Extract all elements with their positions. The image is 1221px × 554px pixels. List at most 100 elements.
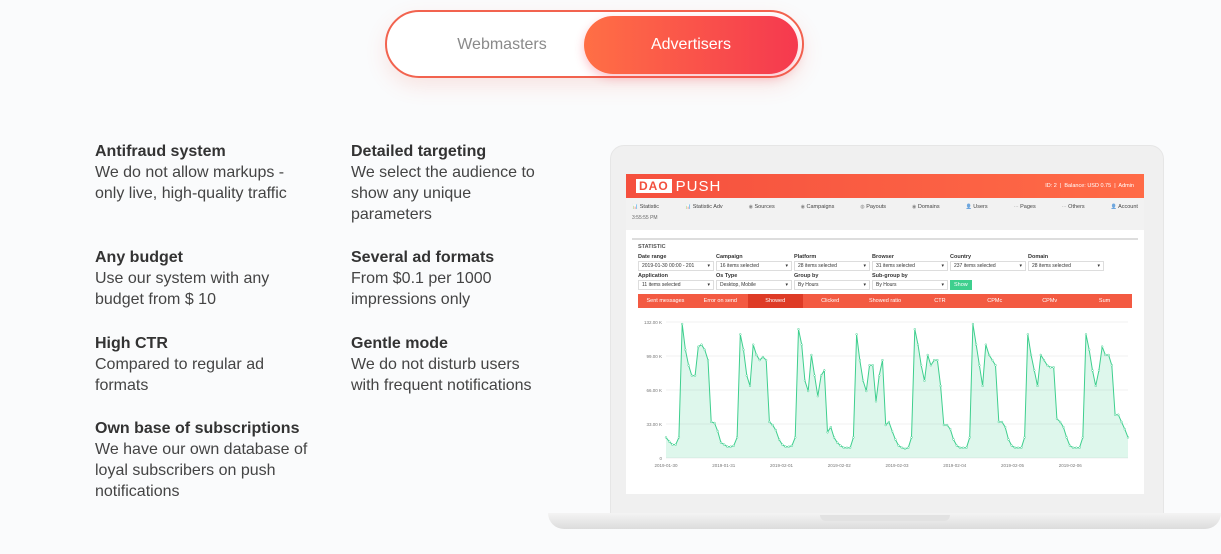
nav-item-statistic-adv[interactable]: 📊 Statistic Adv [685, 204, 723, 210]
metric-tab-showed-ratio[interactable]: Showed ratio [868, 298, 902, 304]
filter-select[interactable]: By Hours ▾ [872, 280, 948, 290]
data-point [703, 348, 706, 351]
filter-select[interactable]: 16 items selected ▾ [716, 261, 792, 271]
panel-title: STATISTIC [638, 244, 666, 250]
data-point [929, 364, 933, 367]
metric-tab-error-on-send[interactable]: Error on send [703, 298, 737, 304]
nav-label: Statistic [639, 204, 660, 210]
data-point [861, 379, 865, 382]
data-point [949, 428, 952, 431]
data-point [939, 384, 942, 388]
feature-gentle: Gentle mode We do not disturb users with … [351, 333, 581, 396]
data-point [816, 395, 819, 398]
data-point [968, 436, 971, 439]
y-tick-label: 99.00 K [646, 354, 662, 359]
filter-value: 237 items selected [954, 263, 996, 269]
main-nav: 📊 Statistic 📊 Statistic Adv ◉ Sources ◉ Cam… [626, 198, 1144, 230]
nav-item-account[interactable]: 👤 Account [1111, 204, 1138, 210]
filter-select[interactable]: 28 items selected ▾ [1028, 261, 1104, 271]
advertisers-tab[interactable]: Advertisers [584, 16, 798, 74]
webmasters-tab[interactable]: Webmasters [457, 36, 547, 53]
nav-item-users[interactable]: 👤 Users [966, 204, 988, 210]
logo: DAO PUSH [636, 178, 721, 195]
data-point [726, 445, 729, 448]
filter-select[interactable]: 31 items selected ▾ [872, 261, 948, 271]
data-point [1084, 333, 1088, 336]
filter-select[interactable]: 28 items selected ▾ [794, 261, 870, 271]
metric-tab-cpmv[interactable]: CPMv [1042, 298, 1058, 304]
feature-title: Own base of subscriptions [95, 420, 300, 437]
data-point [748, 384, 752, 388]
laptop-notch [820, 515, 950, 521]
filter-select[interactable]: 237 items selected ▾ [950, 261, 1026, 271]
data-point [742, 348, 745, 351]
metric-tab-clicked[interactable]: Clicked [821, 298, 840, 304]
data-point [894, 438, 897, 441]
nav-item-payouts[interactable]: ◍ Payouts [860, 204, 886, 210]
data-point [1036, 384, 1039, 388]
data-point [1120, 420, 1123, 424]
filter-campaign: Campaign 16 items selected ▾ [716, 254, 792, 271]
feature-text: We select the audience to show any uniqu… [351, 164, 535, 223]
data-point [1117, 413, 1120, 416]
data-point [997, 420, 1000, 424]
filter-select[interactable]: 2019-01-30 00:00 - 201 ▾ [638, 261, 714, 271]
caret-down-icon: ▾ [941, 263, 944, 269]
feature-title: Several ad formats [351, 249, 495, 266]
filter-label: Browser [872, 254, 895, 260]
nav-item-pages[interactable]: ⋯ Pages [1014, 204, 1036, 210]
data-point [910, 436, 913, 439]
data-point [868, 364, 871, 367]
metric-tab-cpmc[interactable]: CPMc [987, 298, 1003, 304]
x-tick-label: 2019-02-05 [1001, 463, 1025, 468]
caret-down-icon: ▾ [707, 282, 710, 288]
filter-platform: Platform 28 items selected ▾ [794, 254, 870, 271]
show-button[interactable]: Show [950, 280, 972, 290]
nav-label: Statistic Adv [692, 204, 723, 210]
filter-value: 16 items selected [720, 263, 759, 269]
nav-icon: 👤 [965, 204, 972, 210]
feature-ctr: High CTR Compared to regular ad formats [95, 333, 325, 396]
filter-select[interactable]: By Hours ▾ [794, 280, 870, 290]
metric-tab-sum[interactable]: Sum [1098, 298, 1111, 304]
data-point [945, 423, 949, 427]
data-point [955, 444, 958, 447]
nav-label: Pages [1020, 204, 1036, 210]
feature-formats: Several ad formats From $0.1 per 1000 imp… [351, 247, 581, 310]
nav-item-statistic[interactable]: 📊 Statistic [632, 204, 659, 210]
showed-chart: 0 33.00 K 66.00 K 99.00 K 132.00 K 2019-01-30… [644, 320, 1130, 468]
x-tick-label: 2019-02-04 [943, 463, 967, 468]
x-tick-label: 2019-02-06 [1059, 463, 1083, 468]
filter-browser: Browser 31 items selected ▾ [872, 254, 948, 271]
data-point [1000, 420, 1004, 424]
nav-label: Account [1118, 204, 1138, 210]
nav-item-domains[interactable]: ◉ Domains [912, 204, 940, 210]
nav-item-others[interactable]: ⋯ Others [1062, 204, 1085, 210]
metric-tab-sent-messages[interactable]: Sent messages [646, 298, 685, 304]
metric-tab-ctr[interactable]: CTR [934, 298, 946, 304]
logo-dao: DAO [636, 179, 672, 193]
data-point [732, 444, 735, 447]
statistic-panel: STATISTIC Date range 2019-01-30 00:00 - 2… [632, 238, 1138, 484]
filter-select[interactable]: 11 items selected ▾ [638, 280, 714, 290]
data-point [713, 421, 716, 425]
feature-title: High CTR [95, 335, 168, 352]
data-point [991, 358, 994, 362]
data-point [1007, 438, 1010, 441]
caret-down-icon: ▾ [1097, 263, 1100, 269]
data-point [958, 446, 962, 449]
filter-select[interactable]: Desktop, Mobile ▾ [716, 280, 792, 290]
x-tick-label: 2019-02-03 [885, 463, 909, 468]
data-point [881, 358, 884, 362]
data-point [755, 353, 758, 357]
filter-label: Domain [1028, 254, 1049, 260]
data-point [1094, 384, 1097, 388]
laptop-base [548, 513, 1221, 529]
data-point [768, 420, 771, 424]
data-point [842, 446, 845, 449]
metric-tab-showed[interactable]: Showed [747, 294, 803, 308]
nav-item-sources[interactable]: ◉ Sources [749, 204, 775, 210]
x-tick-label: 2019-02-01 [770, 463, 794, 468]
nav-item-campaigns[interactable]: ◉ Campaigns [801, 204, 835, 210]
filter-label: Date range [638, 254, 667, 260]
